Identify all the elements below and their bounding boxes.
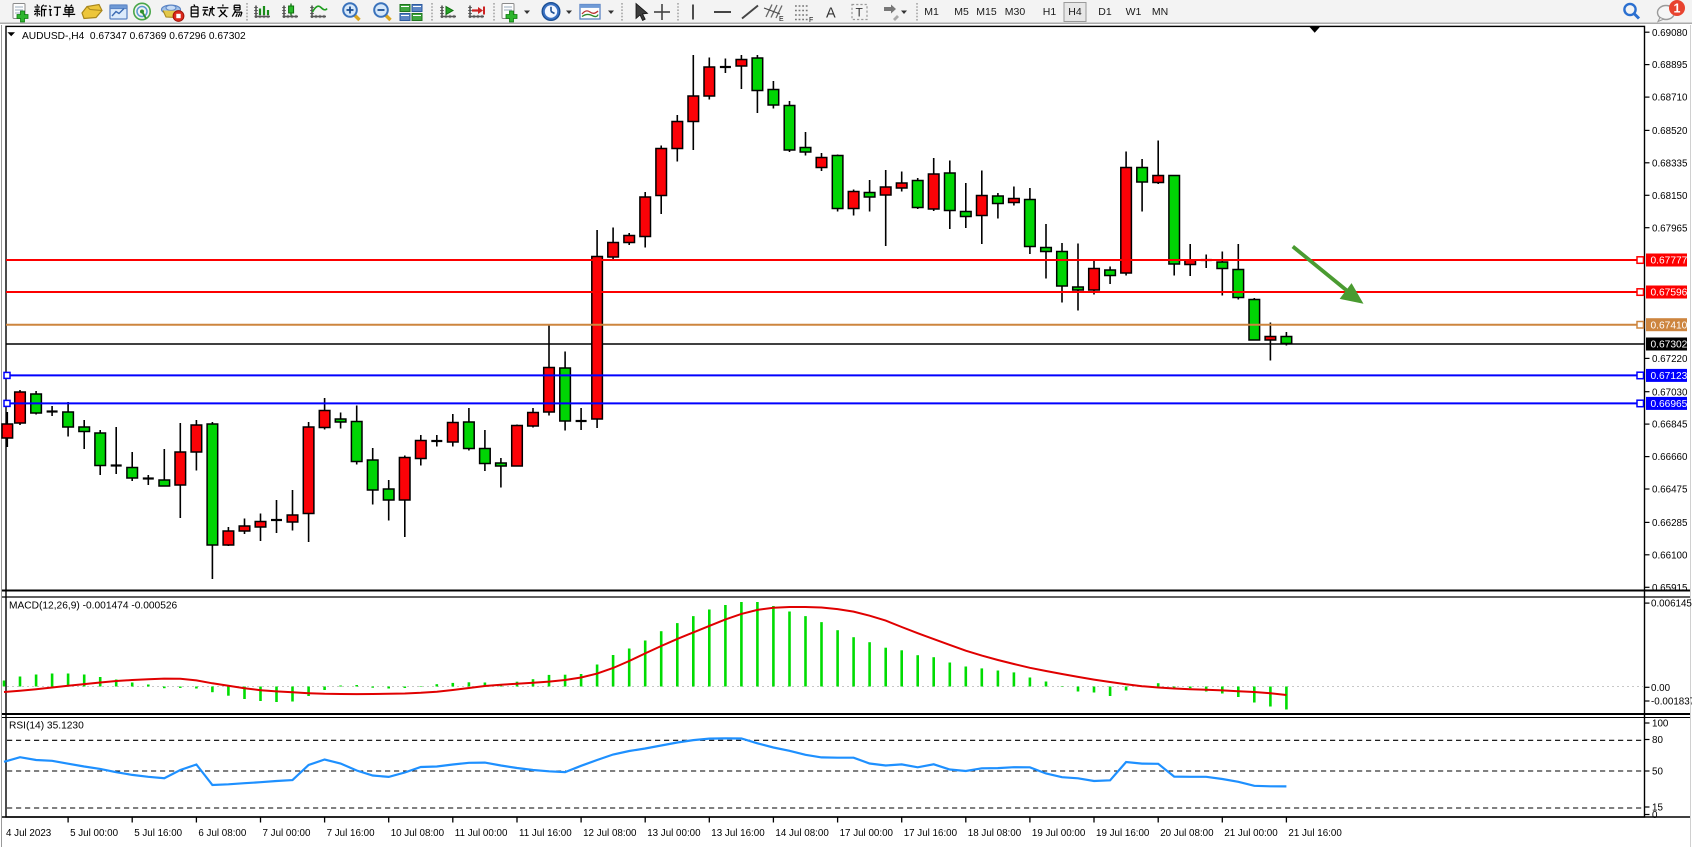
svg-text:13 Jul 16:00: 13 Jul 16:00 xyxy=(711,828,765,839)
svg-text:11 Jul 00:00: 11 Jul 00:00 xyxy=(455,828,508,839)
svg-text:5 Jul 00:00: 5 Jul 00:00 xyxy=(70,828,118,839)
svg-text:14 Jul 08:00: 14 Jul 08:00 xyxy=(775,828,829,839)
svg-text:AUDUSD-,H4 0.67347 0.67369 0.: AUDUSD-,H4 0.67347 0.67369 0.67296 0.673… xyxy=(22,31,246,42)
svg-text:100: 100 xyxy=(1652,719,1669,730)
svg-text:50: 50 xyxy=(1652,767,1663,778)
svg-text:0.67965: 0.67965 xyxy=(1652,223,1688,234)
svg-text:T: T xyxy=(856,6,864,20)
svg-text:0.67410: 0.67410 xyxy=(1651,320,1688,331)
svg-text:13 Jul 00:00: 13 Jul 00:00 xyxy=(647,828,701,839)
svg-text:17 Jul 00:00: 17 Jul 00:00 xyxy=(840,828,894,839)
svg-text:M5: M5 xyxy=(954,6,969,18)
svg-text:7 Jul 00:00: 7 Jul 00:00 xyxy=(263,828,311,839)
svg-text:RSI(14) 35.1230: RSI(14) 35.1230 xyxy=(9,721,84,732)
svg-text:0.00: 0.00 xyxy=(1651,683,1671,694)
svg-text:5 Jul 16:00: 5 Jul 16:00 xyxy=(134,828,182,839)
svg-text:0.006145: 0.006145 xyxy=(1651,599,1692,610)
svg-text:MN: MN xyxy=(1152,6,1168,18)
svg-text:W1: W1 xyxy=(1126,6,1142,18)
svg-text:0.66845: 0.66845 xyxy=(1652,420,1688,431)
svg-text:0.66100: 0.66100 xyxy=(1652,550,1688,561)
svg-text:11 Jul 16:00: 11 Jul 16:00 xyxy=(519,828,572,839)
svg-text:MACD(12,26,9) -0.001474 -0.000: MACD(12,26,9) -0.001474 -0.000526 xyxy=(9,601,178,612)
svg-text:19 Jul 00:00: 19 Jul 00:00 xyxy=(1032,828,1086,839)
svg-text:0.67596: 0.67596 xyxy=(1651,288,1688,299)
svg-text:20 Jul 08:00: 20 Jul 08:00 xyxy=(1160,828,1214,839)
svg-text:0.68520: 0.68520 xyxy=(1652,126,1688,137)
svg-text:-0.001837: -0.001837 xyxy=(1651,697,1692,708)
svg-text:1: 1 xyxy=(1674,2,1681,16)
svg-text:M1: M1 xyxy=(924,6,939,18)
svg-text:0.65915: 0.65915 xyxy=(1652,583,1688,594)
svg-text:17 Jul 16:00: 17 Jul 16:00 xyxy=(904,828,958,839)
svg-text:F: F xyxy=(809,17,813,24)
svg-text:19 Jul 16:00: 19 Jul 16:00 xyxy=(1096,828,1150,839)
svg-text:0.66285: 0.66285 xyxy=(1652,518,1688,529)
svg-text:0.66475: 0.66475 xyxy=(1652,485,1688,496)
svg-text:A: A xyxy=(826,6,836,22)
svg-text:E: E xyxy=(779,16,784,23)
svg-text:0.67777: 0.67777 xyxy=(1651,256,1688,267)
svg-text:0.68895: 0.68895 xyxy=(1652,60,1688,71)
svg-text:0.69080: 0.69080 xyxy=(1652,28,1688,39)
svg-text:D1: D1 xyxy=(1098,6,1112,18)
svg-text:M30: M30 xyxy=(1005,6,1026,18)
svg-text:6 Jul 08:00: 6 Jul 08:00 xyxy=(198,828,246,839)
svg-text:0.68150: 0.68150 xyxy=(1652,191,1688,202)
svg-text:18 Jul 08:00: 18 Jul 08:00 xyxy=(968,828,1022,839)
svg-text:0.66660: 0.66660 xyxy=(1652,452,1688,463)
svg-text:0.68335: 0.68335 xyxy=(1652,158,1688,169)
svg-text:0.67302: 0.67302 xyxy=(1651,340,1688,351)
svg-text:7 Jul 16:00: 7 Jul 16:00 xyxy=(327,828,375,839)
svg-text:H1: H1 xyxy=(1043,6,1057,18)
svg-text:10 Jul 08:00: 10 Jul 08:00 xyxy=(391,828,445,839)
svg-text:H4: H4 xyxy=(1068,6,1082,18)
svg-text:0: 0 xyxy=(1652,810,1658,821)
svg-text:4 Jul 2023: 4 Jul 2023 xyxy=(6,828,52,839)
svg-text:M15: M15 xyxy=(976,6,997,18)
svg-text:0.67030: 0.67030 xyxy=(1652,387,1688,398)
svg-text:0.66965: 0.66965 xyxy=(1651,399,1688,410)
svg-text:0.67220: 0.67220 xyxy=(1652,354,1688,365)
svg-text:0.67123: 0.67123 xyxy=(1651,371,1688,382)
svg-text:15: 15 xyxy=(1652,803,1663,814)
svg-text:0.68710: 0.68710 xyxy=(1652,93,1688,104)
svg-text:12 Jul 08:00: 12 Jul 08:00 xyxy=(583,828,637,839)
svg-text:21 Jul 00:00: 21 Jul 00:00 xyxy=(1224,828,1278,839)
svg-text:21 Jul 16:00: 21 Jul 16:00 xyxy=(1288,828,1342,839)
svg-text:80: 80 xyxy=(1652,735,1663,746)
